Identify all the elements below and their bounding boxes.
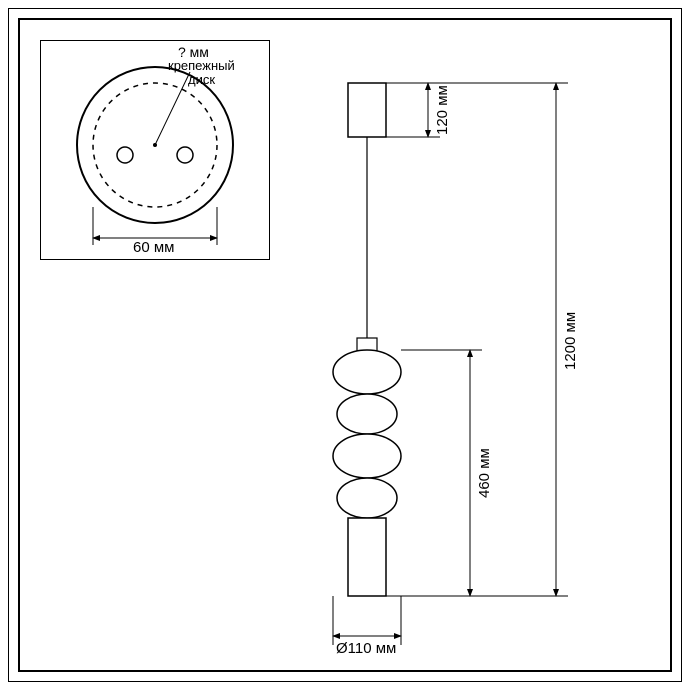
mount-hole-right xyxy=(177,147,193,163)
bead-1 xyxy=(333,350,401,394)
label-disc1: крепежный xyxy=(168,58,235,73)
bead-4 xyxy=(337,478,397,518)
bead-2 xyxy=(337,394,397,434)
dim-1200-label: 1200 мм xyxy=(562,312,579,370)
dim-60-label: 60 мм xyxy=(133,239,174,256)
mount-hole-left xyxy=(117,147,133,163)
canopy xyxy=(348,83,386,137)
bottom-cylinder xyxy=(348,518,386,596)
dim-120-label: 120 мм xyxy=(434,85,451,135)
diagram-svg xyxy=(0,0,690,690)
leader-line xyxy=(155,72,190,145)
dim-460-label: 460 мм xyxy=(476,448,493,498)
bead-3 xyxy=(333,434,401,478)
dim-110-label: Ø110 мм xyxy=(336,640,396,657)
label-disc2: диск xyxy=(188,72,215,87)
